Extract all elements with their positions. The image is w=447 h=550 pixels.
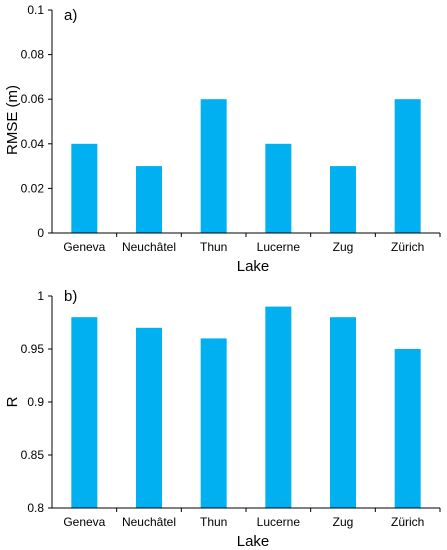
x-axis-title-a: Lake [237,258,270,275]
bar-geneva [71,143,98,233]
bars-a [71,99,421,233]
bar-zug [330,317,356,508]
x-tick-label: Zürich [391,240,424,254]
x-axis-title-b: Lake [237,533,270,550]
chart-panel-b: b) 0.8 0.85 0.9 0.95 1 Geneva Neuchâtel Thun Lu… [4,288,441,550]
x-tick-label: Neuchâtel [122,240,176,254]
x-ticks-b: Geneva Neuchâtel Thun Lucerne Zug Zürich [63,508,441,529]
bar-lucerne [265,143,292,233]
y-axis-title-b: R [4,396,21,407]
y-tick-label: 0.02 [21,181,45,195]
bar-thun [200,99,227,233]
x-tick-label: Thun [200,240,227,254]
x-tick-label: Neuchâtel [122,515,176,529]
x-tick-label: Zug [333,515,354,529]
panel-label-a: a) [64,7,77,24]
bar-geneva [71,317,98,508]
bar-zug [330,166,356,233]
y-tick-label: 1 [37,289,44,303]
x-tick-label: Lucerne [257,515,301,529]
y-ticks-a: 0 0.02 0.04 0.06 0.08 0.1 [21,3,52,240]
bar-zrich [394,349,421,508]
x-tick-label: Geneva [63,515,105,529]
y-tick-label: 0.8 [27,501,44,515]
bars-b [71,306,421,508]
chart-panel-a: a) 0 0.02 0.04 0.06 0.08 0.1 Geneva Neuchâtel T… [4,3,441,275]
y-tick-label: 0 [37,226,44,240]
y-ticks-b: 0.8 0.85 0.9 0.95 1 [21,289,52,515]
x-ticks-a: Geneva Neuchâtel Thun Lucerne Zug Zürich [63,233,441,254]
panel-label-b: b) [64,288,77,305]
x-tick-label: Geneva [63,240,105,254]
x-tick-label: Thun [200,515,227,529]
y-tick-label: 0.08 [21,48,45,62]
bar-neuchtel [136,327,162,508]
y-tick-label: 0.1 [27,3,44,17]
x-tick-label: Zug [333,240,354,254]
bar-neuchtel [136,166,162,233]
y-axis-title-a: RMSE (m) [4,85,21,155]
y-tick-label: 0.85 [21,448,45,462]
bar-zrich [394,99,421,233]
x-tick-label: Lucerne [257,240,301,254]
x-tick-label: Zürich [391,515,424,529]
y-tick-label: 0.06 [21,92,45,106]
y-tick-label: 0.04 [21,137,45,151]
y-tick-label: 0.95 [21,342,45,356]
bar-lucerne [265,306,292,508]
bar-thun [200,338,227,508]
y-tick-label: 0.9 [27,395,44,409]
